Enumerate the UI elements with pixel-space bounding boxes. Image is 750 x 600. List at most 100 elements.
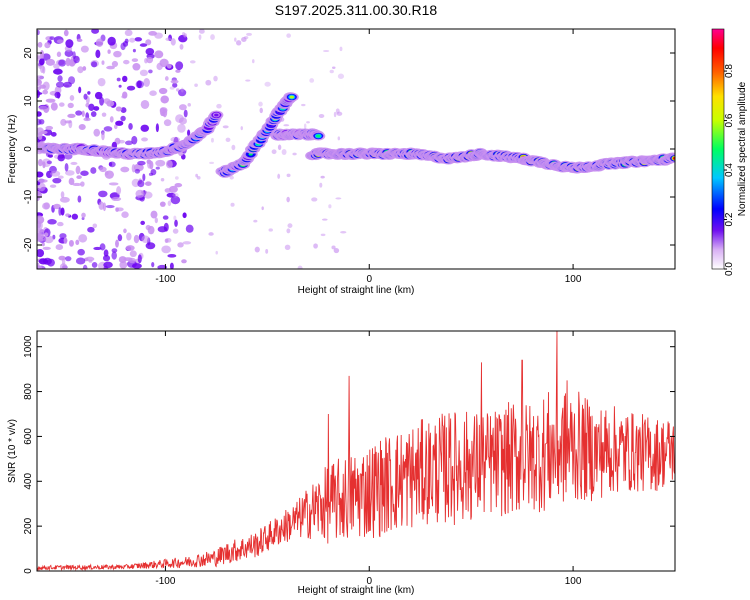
spectrogram-noise-blob (164, 76, 169, 81)
spectrogram-noise-blob (64, 49, 74, 57)
spectrogram-noise-blob (196, 175, 201, 180)
spectrogram-noise-blob (128, 257, 136, 264)
spectrogram-noise-blob (63, 29, 69, 37)
spectrogram-noise-blob (333, 247, 340, 254)
colorbar-label: Normalized spectral amplitude (737, 81, 748, 216)
spectrogram-noise-blob (98, 201, 105, 210)
spectrogram-noise-blob (67, 102, 74, 109)
spectrogram-noise-blob (120, 107, 127, 114)
spectrogram-noise-blob (131, 263, 142, 269)
spectrogram-noise-blob (75, 110, 83, 116)
spectrogram-noise-blob (68, 119, 73, 129)
spectrogram-marks (37, 29, 675, 269)
spectrogram-noise-blob (58, 102, 65, 107)
spectrogram-noise-blob (116, 77, 121, 82)
spectrogram-noise-blob (268, 228, 273, 232)
spectrogram-noise-blob (42, 246, 51, 251)
spectrogram-noise-blob (177, 123, 186, 133)
spectrogram-noise-blob (159, 58, 169, 68)
spectrogram-noise-blob (50, 102, 58, 111)
spectrogram-noise-blob (78, 234, 88, 243)
spectrogram-noise-blob (37, 41, 43, 48)
spectrogram-noise-blob (240, 126, 243, 131)
spectrogram-noise-blob (225, 137, 231, 142)
spectrogram-noise-blob (97, 77, 106, 87)
spectrogram-noise-blob (287, 223, 293, 229)
spectrogram-noise-blob (80, 170, 89, 176)
spectrogram-noise-blob (164, 188, 172, 193)
spectrogram-noise-blob (111, 196, 122, 202)
spectrogram-y-tick-label: 0 (23, 146, 34, 152)
spectrogram-noise-blob (306, 121, 310, 124)
spectrogram-noise-blob (64, 163, 69, 172)
spectrogram-signal-blob (316, 134, 321, 138)
spectrogram-noise-blob (85, 256, 95, 262)
spectrogram-noise-blob (163, 222, 169, 232)
spectrogram-noise-blob (111, 251, 117, 260)
spectrogram-noise-blob (131, 164, 136, 173)
spectrogram-noise-blob (246, 32, 252, 36)
spectrogram-noise-blob (93, 106, 100, 111)
spectrogram-signal-blob (672, 156, 675, 160)
spectrogram-noise-blob (177, 242, 184, 248)
spectrogram-noise-blob (172, 82, 178, 88)
spectrogram-noise-blob (75, 165, 81, 175)
spectrogram-noise-blob (253, 219, 258, 223)
spectrogram-noise-blob (198, 29, 205, 34)
spectrogram-noise-blob (157, 264, 168, 269)
spectrogram-noise-blob (162, 215, 169, 220)
spectrogram-noise-blob (57, 154, 66, 162)
colorbar-tick-label: 0.0 (724, 262, 735, 276)
spectrogram-noise-blob (59, 196, 70, 203)
spectrogram-noise-blob (169, 262, 174, 269)
spectrogram-noise-blob (106, 100, 115, 107)
spectrogram-noise-blob (87, 91, 91, 95)
spectrogram-noise-blob (159, 201, 166, 207)
spectrogram-noise-blob (93, 246, 102, 251)
spectrogram-noise-blob (175, 69, 181, 73)
spectrogram-noise-blob (37, 265, 43, 269)
spectrogram-noise-blob (82, 264, 88, 269)
spectrogram-noise-blob (119, 261, 128, 269)
spectrogram-noise-blob (111, 248, 118, 253)
spectrogram-noise-blob (185, 224, 194, 233)
colorbar-tick-label: 0.2 (724, 212, 735, 226)
spectrogram-noise-blob (170, 195, 181, 205)
spectrogram-noise-blob (194, 83, 198, 87)
spectrogram-noise-blob (170, 38, 176, 46)
spectrogram-noise-blob (175, 61, 184, 71)
spectrogram-noise-blob (195, 173, 199, 178)
spectrogram-noise-blob (170, 136, 181, 143)
spectrogram-noise-blob (76, 38, 83, 43)
spectrogram-noise-blob (37, 131, 43, 140)
spectrogram-noise-blob (72, 182, 82, 187)
spectrogram-noise-blob (328, 204, 332, 209)
spectrogram-y-tick-label: 20 (23, 47, 34, 59)
spectrogram-noise-blob (39, 84, 47, 89)
spectrogram-noise-blob (46, 160, 53, 165)
snr-y-tick-label: 0 (23, 568, 34, 574)
snr-x-tick-label: 0 (366, 576, 372, 587)
snr-y-tick-label: 600 (23, 428, 34, 445)
spectrogram-noise-blob (71, 213, 79, 220)
spectrogram-noise-blob (277, 173, 281, 179)
spectrogram-noise-blob (75, 257, 86, 265)
spectrogram-x-tick-label: 100 (565, 274, 582, 285)
spectrogram-noise-blob (115, 239, 119, 248)
colorbar-tick-label: 0.4 (724, 163, 735, 177)
spectrogram-noise-blob (139, 69, 149, 77)
spectrogram-noise-blob (149, 90, 157, 96)
spectrogram-noise-blob (151, 262, 155, 268)
spectrogram-noise-blob (37, 75, 44, 80)
spectrogram-noise-blob (182, 212, 187, 219)
snr-panel: -100 0 100 0 200 400 600 800 1000 Height of str… (7, 330, 676, 596)
spectrogram-noise-blob (155, 123, 159, 133)
spectrogram-y-ticks: -20 -10 0 10 20 (23, 47, 675, 252)
spectrogram-noise-blob (58, 207, 62, 216)
spectrogram-noise-blob (318, 113, 325, 119)
spectrogram-noise-blob (83, 117, 91, 122)
spectrogram-noise-blob (179, 104, 187, 111)
spectrogram-noise-blob (234, 37, 237, 42)
spectrogram-noise-blob (281, 149, 287, 155)
spectrogram-noise-blob (339, 46, 343, 52)
